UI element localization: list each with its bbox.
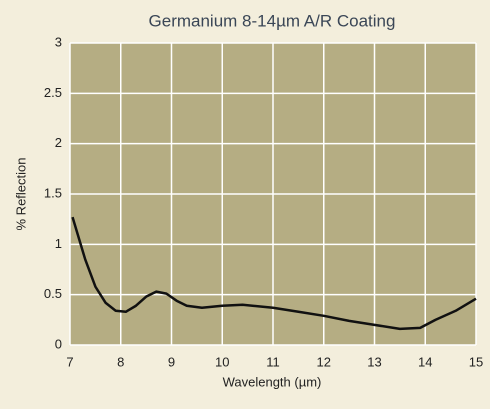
chart-title: Germanium 8-14µm A/R Coating xyxy=(149,11,396,30)
x-tick-label: 9 xyxy=(168,354,175,369)
y-tick-label: 2.5 xyxy=(44,85,62,100)
x-tick-label: 12 xyxy=(317,354,331,369)
x-tick-label: 8 xyxy=(117,354,124,369)
y-tick-label: 2 xyxy=(55,135,62,150)
x-tick-label: 13 xyxy=(367,354,381,369)
x-tick-label: 7 xyxy=(66,354,73,369)
x-tick-label: 11 xyxy=(266,354,280,369)
y-tick-label: 1 xyxy=(55,236,62,251)
x-tick-label: 14 xyxy=(418,354,432,369)
x-tick-label: 15 xyxy=(469,354,483,369)
x-tick-label: 10 xyxy=(215,354,229,369)
y-axis-label: % Reflection xyxy=(13,158,28,231)
data-line xyxy=(71,216,477,331)
y-tick-label: 3 xyxy=(55,34,62,49)
x-axis-label: Wavelength (µm) xyxy=(223,374,322,389)
y-tick-label: 0.5 xyxy=(44,286,62,301)
y-tick-label: 0 xyxy=(55,336,62,351)
y-tick-label: 1.5 xyxy=(44,185,62,200)
